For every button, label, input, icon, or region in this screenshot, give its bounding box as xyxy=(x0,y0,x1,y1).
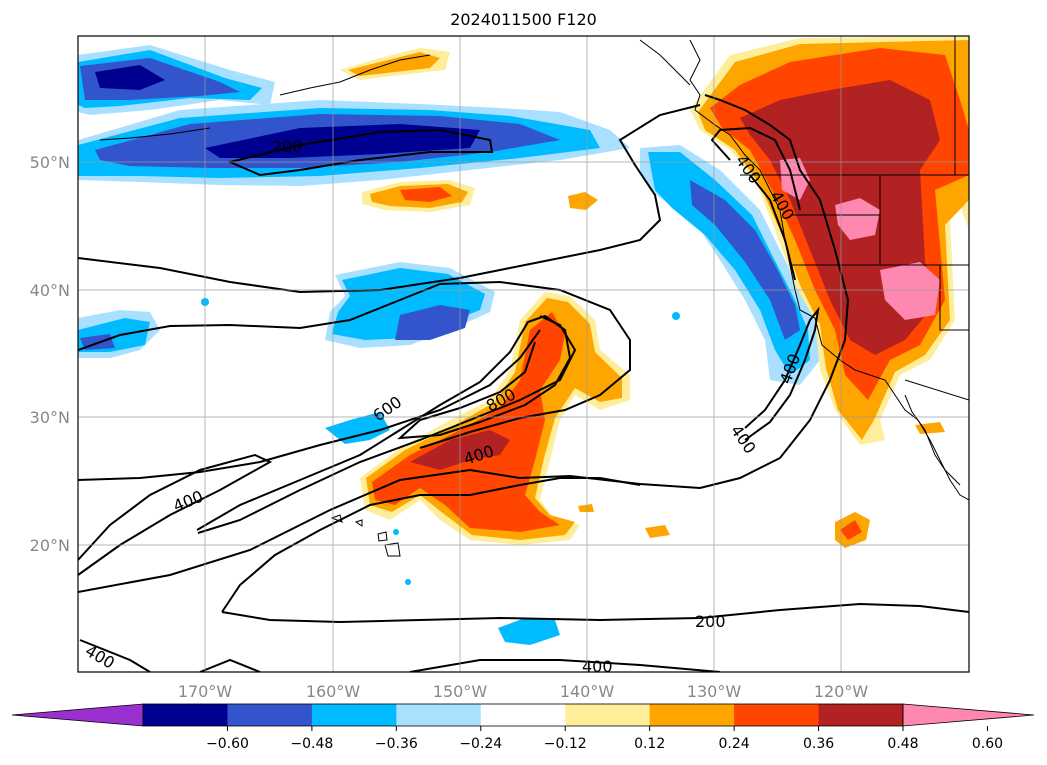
lat-label: 40°N xyxy=(30,281,70,300)
colorbar-tick-label: 0.60 xyxy=(972,736,1003,752)
map-frame xyxy=(77,35,970,673)
colorbar-segment xyxy=(480,704,566,726)
colorbar-extension-high xyxy=(902,703,1035,727)
colorbar-segment xyxy=(311,704,397,726)
colorbar-tick-label: −0.12 xyxy=(544,736,587,752)
borders xyxy=(740,36,969,401)
contour-200-north xyxy=(226,128,494,177)
colorbar-segment xyxy=(565,704,651,726)
contour-label: 200 xyxy=(272,137,303,156)
lon-label: 150°W xyxy=(433,682,488,701)
lat-label: 30°N xyxy=(30,408,70,427)
contour-label: 400 xyxy=(582,657,613,676)
colorbar-tick-label: −0.48 xyxy=(290,736,333,752)
coastlines xyxy=(99,39,969,501)
lon-label: 120°W xyxy=(814,682,869,701)
gridlines xyxy=(78,36,969,672)
colorbar-segment xyxy=(818,704,904,726)
colorbar-segment xyxy=(734,704,820,726)
lon-label: 130°W xyxy=(687,682,742,701)
colorbar-segment xyxy=(227,704,313,726)
colorbar: −0.60 −0.48 −0.36 −0.24 −0.12 0.12 0.24 0.36 0.4… xyxy=(11,703,1035,752)
lat-label: 20°N xyxy=(30,536,70,555)
lon-label: 170°W xyxy=(178,682,233,701)
colorbar-extension-low xyxy=(11,703,144,727)
colorbar-segment xyxy=(649,704,735,726)
contour-lines xyxy=(78,94,969,672)
colorbar-tick-label: 0.24 xyxy=(719,736,750,752)
lon-label: 160°W xyxy=(306,682,361,701)
colorbar-tick-label: −0.24 xyxy=(459,736,502,752)
colorbar-segment xyxy=(143,704,228,726)
latitude-labels: 50°N 40°N 30°N 20°N xyxy=(30,153,70,555)
lon-label: 140°W xyxy=(560,682,615,701)
longitude-labels: 170°W 160°W 150°W 140°W 130°W 120°W xyxy=(178,682,869,701)
colorbar-tick-label: 0.36 xyxy=(803,736,834,752)
contour-label: 200 xyxy=(695,612,726,631)
colorbar-frame xyxy=(142,703,904,727)
colorbar-tick-label: 0.48 xyxy=(887,736,918,752)
colorbar-tick-label: 0.12 xyxy=(634,736,665,752)
colorbar-tick-label: −0.36 xyxy=(375,736,418,752)
colorbar-tick-label: −0.60 xyxy=(206,736,249,752)
map-title: 2024011500 F120 xyxy=(450,10,597,29)
lat-label: 50°N xyxy=(30,153,70,172)
colorbar-segment xyxy=(396,704,482,726)
